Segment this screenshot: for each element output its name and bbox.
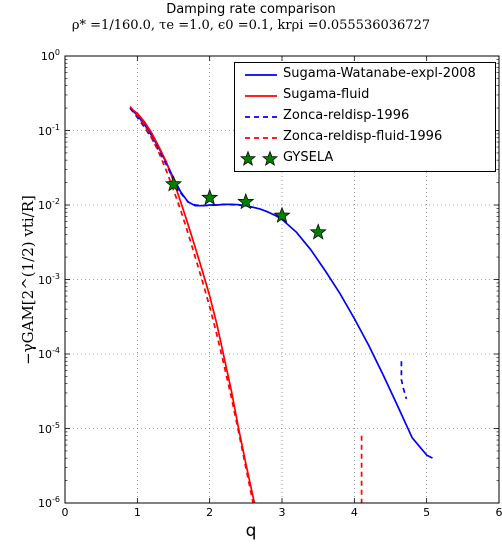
legend-swatch: [245, 116, 277, 118]
x-axis-label: q: [245, 521, 257, 541]
gysela-point: [309, 223, 327, 240]
legend-label: Sugama-Watanabe-expl-2008: [283, 66, 476, 81]
y-tick-label: 10-6: [38, 495, 60, 510]
y-tick-label: 10-2: [38, 197, 60, 212]
legend-item: GYSELA: [235, 148, 495, 168]
gysela-point: [237, 192, 255, 210]
series-line-zonca-reldisp-1996: [129, 107, 254, 209]
legend-swatch: [245, 95, 277, 97]
legend-item: Sugama-Watanabe-expl-2008: [235, 64, 495, 84]
gysela-point: [164, 175, 183, 192]
legend-swatch: [239, 150, 279, 166]
legend-item: Zonca-reldisp-fluid-1996: [235, 127, 495, 147]
legend-swatch: [245, 74, 277, 76]
legend-label: Zonca-reldisp-fluid-1996: [283, 129, 443, 144]
legend: Sugama-Watanabe-expl-2008 Sugama-fluid Zon…: [234, 62, 496, 172]
y-tick-label: 10-4: [38, 346, 60, 361]
chart-subtitle: ρ* =1/160.0, τe =1.0, ϵ0 =0.1, krρi =0.0…: [71, 18, 431, 33]
x-tick-label: 1: [133, 506, 141, 519]
plot-frame: [64, 55, 500, 504]
legend-star-marker: [239, 150, 257, 166]
x-tick-label: 6: [495, 506, 502, 519]
x-tick-label: 3: [278, 506, 286, 519]
series-segment: [400, 361, 408, 400]
x-tick-label: 2: [206, 506, 214, 519]
x-tick-label: 0: [61, 506, 69, 519]
x-tick-label: 4: [350, 506, 358, 519]
series-line-zonca-reldisp-fluid-1996: [129, 105, 254, 503]
legend-label: Zonca-reldisp-1996: [283, 108, 410, 123]
y-tick-label: 10-1: [38, 122, 60, 138]
legend-star-marker: [261, 150, 279, 166]
legend-swatch: [245, 137, 277, 139]
legend-item: Sugama-fluid: [235, 85, 495, 105]
y-tick-label: 10-5: [38, 420, 60, 436]
legend-label: GYSELA: [283, 150, 334, 165]
gysela-point: [273, 206, 291, 223]
legend-label: Sugama-fluid: [283, 87, 370, 102]
x-tick-label: 5: [423, 506, 431, 519]
gysela-point: [201, 188, 219, 206]
chart-title: Damping rate comparison: [166, 2, 336, 17]
y-tick-label: 100: [40, 48, 60, 63]
y-tick-label: 10-3: [38, 271, 60, 287]
legend-item: Zonca-reldisp-1996: [235, 106, 495, 126]
